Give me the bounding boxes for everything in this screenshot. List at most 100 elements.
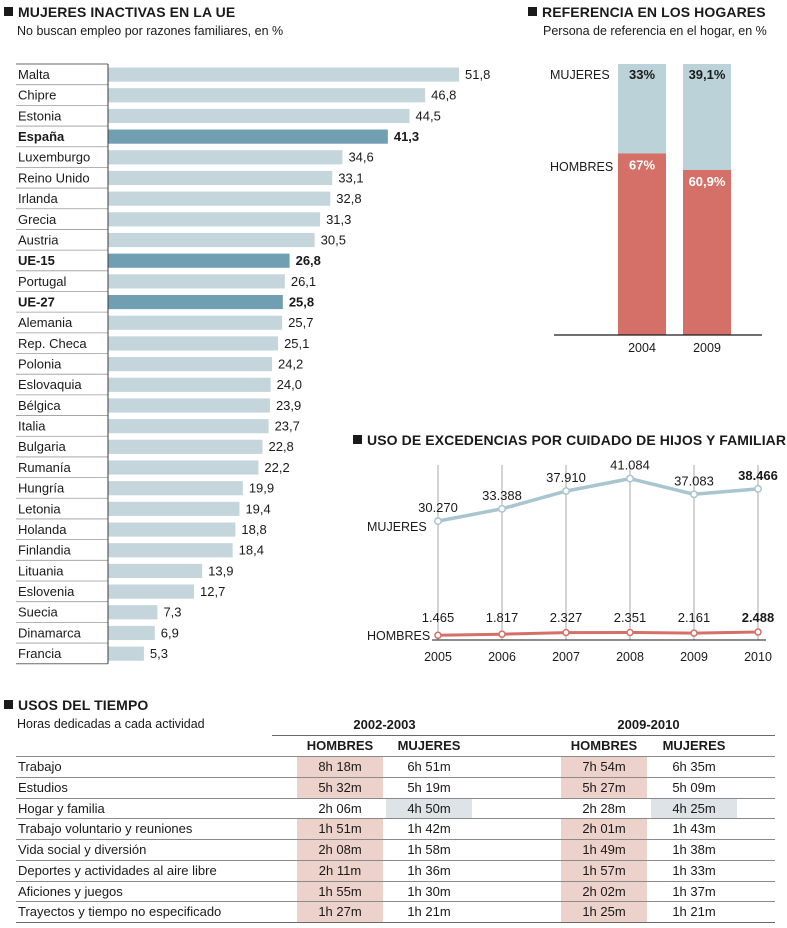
section-title-inactivas: MUJERES INACTIVAS EN LA UE <box>4 4 235 20</box>
category-label: Polonia <box>18 357 62 372</box>
data-label: 23,7 <box>275 419 300 434</box>
data-point <box>434 631 442 640</box>
data-label: 25,7 <box>288 315 313 330</box>
highlight-cell <box>651 798 737 819</box>
category-label: Chipre <box>18 88 56 103</box>
period-header: 2002-2003 <box>353 717 416 732</box>
bar <box>108 108 410 124</box>
time-value: 5h 09m <box>672 779 716 795</box>
category-label: Finlandia <box>18 543 72 558</box>
time-value: 1h 21m <box>672 904 716 920</box>
time-value: 2h 06m <box>318 800 362 816</box>
series-label: MUJERES <box>550 68 610 82</box>
bar <box>108 191 331 206</box>
series-label: MUJERES <box>367 520 427 534</box>
tick-label: 2006 <box>488 650 516 664</box>
data-label: 41.084 <box>610 458 650 473</box>
data-point <box>498 630 506 638</box>
data-label: 7,3 <box>163 605 181 620</box>
bar <box>108 522 236 537</box>
data-label: 37.910 <box>546 470 586 485</box>
category-label: Irlanda <box>18 191 59 206</box>
bar <box>108 67 459 82</box>
time-value: 1h 27m <box>318 904 362 920</box>
highlight-cell <box>297 881 383 902</box>
bar <box>108 398 270 413</box>
bar <box>108 170 333 186</box>
data-label: 25,1 <box>284 336 309 351</box>
data-point <box>434 517 442 526</box>
bar <box>108 625 155 641</box>
bar-hombres <box>618 153 666 335</box>
category-label: Rep. Checa <box>18 336 87 351</box>
time-value: 1h 21m <box>407 904 451 920</box>
category-label: España <box>18 129 65 144</box>
time-value: 1h 30m <box>407 883 451 899</box>
time-value: 6h 35m <box>672 759 716 774</box>
category-label: Letonia <box>18 501 61 516</box>
series-line-hombres <box>437 630 759 637</box>
row-divider <box>16 818 775 820</box>
activity-label: Trabajo <box>18 759 62 774</box>
data-label: 24,2 <box>278 357 303 372</box>
time-value: 1h 36m <box>407 862 451 878</box>
data-point <box>562 487 570 496</box>
data-label: 32,8 <box>336 191 361 206</box>
highlight-cell <box>561 902 647 922</box>
data-label: 39,1% <box>689 67 726 82</box>
highlight-cell <box>297 757 383 777</box>
time-value: 1h 25m <box>582 904 626 920</box>
column-header: HOMBRES <box>306 738 374 753</box>
data-label: 26,1 <box>291 274 316 289</box>
data-point <box>690 629 698 637</box>
highlight-cell <box>561 881 647 902</box>
column-header: HOMBRES <box>570 738 638 753</box>
time-value: 8h 18m <box>318 759 362 774</box>
category-label: Hungría <box>18 481 65 496</box>
time-value: 1h 55m <box>318 883 362 899</box>
activity-label: Deportes y actividades al aire libre <box>18 862 217 878</box>
section-subtitle-usos: Horas dedicadas a cada actividad <box>17 717 205 731</box>
category-label: Alemania <box>18 315 73 330</box>
series-line-mujeres <box>437 476 759 523</box>
time-value: 2h 11m <box>318 862 362 878</box>
bar <box>108 212 321 227</box>
data-label: 19,9 <box>249 481 274 496</box>
row-divider <box>16 797 775 799</box>
section-title-text: MUJERES INACTIVAS EN LA UE <box>18 4 236 20</box>
highlight-cell <box>561 819 647 839</box>
category-label: Rumanía <box>18 460 72 475</box>
time-value: 5h 19m <box>407 779 451 795</box>
bar <box>108 377 271 392</box>
bar <box>108 315 283 330</box>
time-value: 2h 01m <box>582 821 626 837</box>
bar-hombres <box>683 169 731 335</box>
row-divider <box>16 776 775 778</box>
data-label: 6,9 <box>161 625 179 640</box>
activity-label: Estudios <box>18 779 68 795</box>
row-divider <box>16 859 775 861</box>
data-point <box>626 474 634 483</box>
time-value: 5h 27m <box>582 779 626 795</box>
period-header: 2009-2010 <box>617 717 680 732</box>
data-point <box>690 490 698 499</box>
data-label: 33% <box>629 67 655 82</box>
section-title-hogares: REFERENCIA EN LOS HOGARES <box>528 4 766 20</box>
highlight-cell <box>386 798 472 819</box>
tick-label: 2009 <box>693 341 721 355</box>
tick-label: 2005 <box>424 650 452 664</box>
time-value: 1h 43m <box>672 821 716 837</box>
bar <box>108 501 240 516</box>
time-value: 2h 08m <box>318 842 362 857</box>
data-point <box>498 504 506 513</box>
tick-label: 2004 <box>628 341 656 355</box>
highlight-cell <box>561 840 647 860</box>
data-label: 22,8 <box>268 439 293 454</box>
bar <box>108 129 388 144</box>
category-label: Eslovenia <box>18 584 75 599</box>
category-label: Eslovaquia <box>18 377 82 392</box>
data-label: 2.488 <box>742 610 775 625</box>
data-label: 25,8 <box>289 294 314 309</box>
data-label: 30,5 <box>321 232 346 247</box>
